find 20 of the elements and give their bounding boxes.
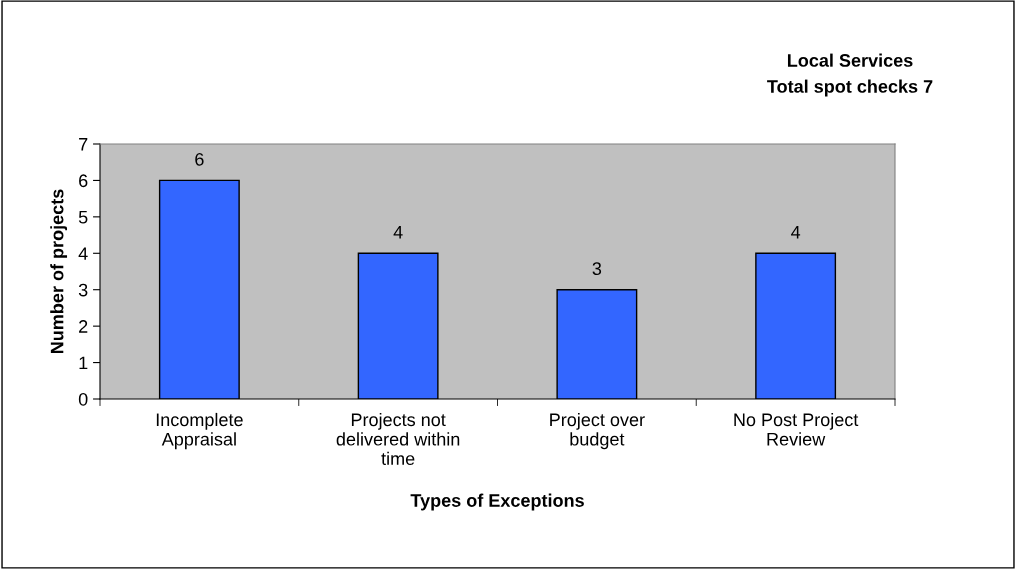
x-tick-label: Incomplete Appraisal: [156, 412, 243, 450]
data-label: 4: [393, 226, 403, 239]
y-tick-label: 1: [79, 356, 88, 370]
data-label: 3: [592, 262, 602, 276]
y-tick-label: 3: [78, 283, 88, 297]
y-tick-label: 7: [79, 138, 88, 151]
chart-subtitle: Total spot checks 7: [767, 79, 933, 97]
x-tick-label: Projects not delivered within time: [336, 412, 460, 466]
y-tick-label: 0: [78, 392, 88, 406]
data-label: 6: [195, 152, 204, 166]
data-label: 4: [791, 226, 801, 239]
chart-title: Local Services: [787, 53, 913, 67]
y-axis-title: Number of projects: [50, 189, 68, 354]
x-tick-label: Project over budget: [550, 412, 645, 450]
x-axis-title: Types of Exceptions: [410, 493, 584, 511]
x-tick-label: No Post Project Review: [734, 412, 859, 446]
y-tick-label: 6: [79, 174, 88, 188]
y-tick-label: 4: [78, 247, 88, 260]
y-tick-label: 2: [79, 320, 88, 333]
y-tick-label: 5: [78, 210, 88, 224]
